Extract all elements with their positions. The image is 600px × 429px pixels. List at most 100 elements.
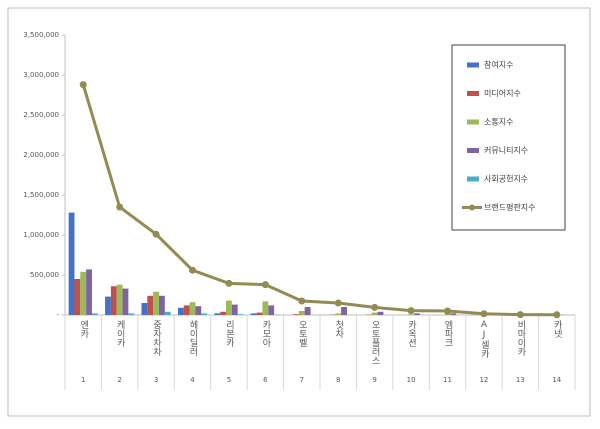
bar xyxy=(299,311,305,315)
x-tick-label: 헤이딜러 xyxy=(188,319,198,357)
bar xyxy=(159,296,165,315)
bar xyxy=(220,312,226,315)
bar xyxy=(92,313,98,315)
bar xyxy=(74,279,80,315)
bar xyxy=(123,289,129,315)
x-tick-label: 카넷 xyxy=(552,320,562,339)
bar xyxy=(450,313,456,315)
legend-marker xyxy=(467,148,479,153)
line-point xyxy=(153,231,160,238)
legend-label: 참여지수 xyxy=(484,60,513,70)
bar xyxy=(105,297,111,315)
bar xyxy=(262,301,268,315)
x-group-label: 13 xyxy=(516,376,525,384)
bar xyxy=(238,314,244,315)
y-tick-label: 1,000,000 xyxy=(23,231,59,239)
line-point xyxy=(298,298,305,305)
line-point xyxy=(80,81,87,88)
bar xyxy=(268,305,274,315)
legend-marker xyxy=(467,91,479,96)
x-tick-label: 리본카 xyxy=(224,320,234,348)
line-point xyxy=(262,281,269,288)
x-group-label: 5 xyxy=(227,376,231,384)
bar xyxy=(293,314,299,315)
bar xyxy=(414,313,420,315)
legend-marker xyxy=(469,205,475,211)
bar xyxy=(341,307,347,315)
x-group-label: 3 xyxy=(154,376,158,384)
x-tick-label: 오토벨 xyxy=(297,320,307,347)
x-tick-label: 엠파크 xyxy=(443,319,453,347)
x-tick-label: 카모아 xyxy=(260,320,270,348)
bar xyxy=(128,313,134,315)
legend-marker xyxy=(467,63,479,68)
x-group-label: 14 xyxy=(552,376,561,384)
bar xyxy=(142,303,148,315)
legend-label: 브랜드평판지수 xyxy=(484,202,536,212)
line-point xyxy=(553,311,560,318)
x-tick-label: 엔카 xyxy=(78,320,88,339)
bar xyxy=(190,302,196,315)
bar xyxy=(201,313,207,315)
legend-label: 사회공헌지수 xyxy=(484,175,528,184)
x-group-label: 6 xyxy=(263,376,268,384)
bar xyxy=(378,312,384,315)
x-tick-label: 카옥션 xyxy=(406,320,416,347)
line-point xyxy=(408,307,415,314)
x-tick-label: 케이카 xyxy=(115,320,125,348)
bar xyxy=(257,313,263,315)
x-group-label: 12 xyxy=(479,376,488,384)
y-tick-label: 3,000,000 xyxy=(23,71,59,79)
line-point xyxy=(517,311,524,318)
line-point xyxy=(335,300,342,307)
x-group-label: 10 xyxy=(407,376,416,384)
bar xyxy=(251,313,257,315)
legend-label: 소통지수 xyxy=(484,118,513,127)
legend-marker xyxy=(467,177,479,182)
bar xyxy=(408,314,414,315)
legend-label: 미디어지수 xyxy=(484,88,521,98)
x-group-label: 2 xyxy=(117,376,121,384)
bar xyxy=(195,306,201,315)
line-point xyxy=(189,267,196,274)
bar xyxy=(226,301,232,315)
line-point xyxy=(225,280,232,287)
line-point xyxy=(444,308,451,315)
y-tick-label: 2,000,000 xyxy=(23,151,59,159)
bar xyxy=(184,305,190,315)
bar xyxy=(111,286,117,315)
x-group-label: 7 xyxy=(300,376,304,384)
x-group-label: 8 xyxy=(336,376,340,384)
legend-label: 커뮤니티지수 xyxy=(484,145,528,155)
bar xyxy=(153,292,159,315)
y-tick-label: 3,500,000 xyxy=(23,31,59,39)
x-tick-label: 오토플러스 xyxy=(370,320,380,365)
x-group-label: 1 xyxy=(81,376,85,384)
x-tick-label: 첫차 xyxy=(333,320,343,339)
y-tick-label: 1,500,000 xyxy=(23,191,59,199)
bar xyxy=(178,308,184,315)
bar xyxy=(147,296,153,315)
y-tick-label: 500,000 xyxy=(30,271,59,279)
bar xyxy=(86,269,92,315)
line-point xyxy=(371,304,378,311)
bar xyxy=(232,305,238,315)
x-group-label: 4 xyxy=(190,376,195,384)
bar xyxy=(80,272,86,315)
x-group-label: 9 xyxy=(372,376,376,384)
bar xyxy=(305,307,311,315)
bar xyxy=(214,313,220,315)
legend-marker xyxy=(467,120,479,125)
bar xyxy=(372,313,378,315)
x-tick-label: AJ셀카 xyxy=(479,320,489,359)
x-tick-label: 중자차차 xyxy=(151,320,161,357)
bar xyxy=(165,312,171,315)
line-point xyxy=(480,310,487,317)
x-tick-label: 비마이카 xyxy=(515,320,525,357)
bar xyxy=(117,285,123,315)
line-point xyxy=(116,204,123,211)
y-tick-label: 2,500,000 xyxy=(23,111,59,119)
bar xyxy=(69,213,75,315)
x-group-label: 11 xyxy=(443,376,452,384)
